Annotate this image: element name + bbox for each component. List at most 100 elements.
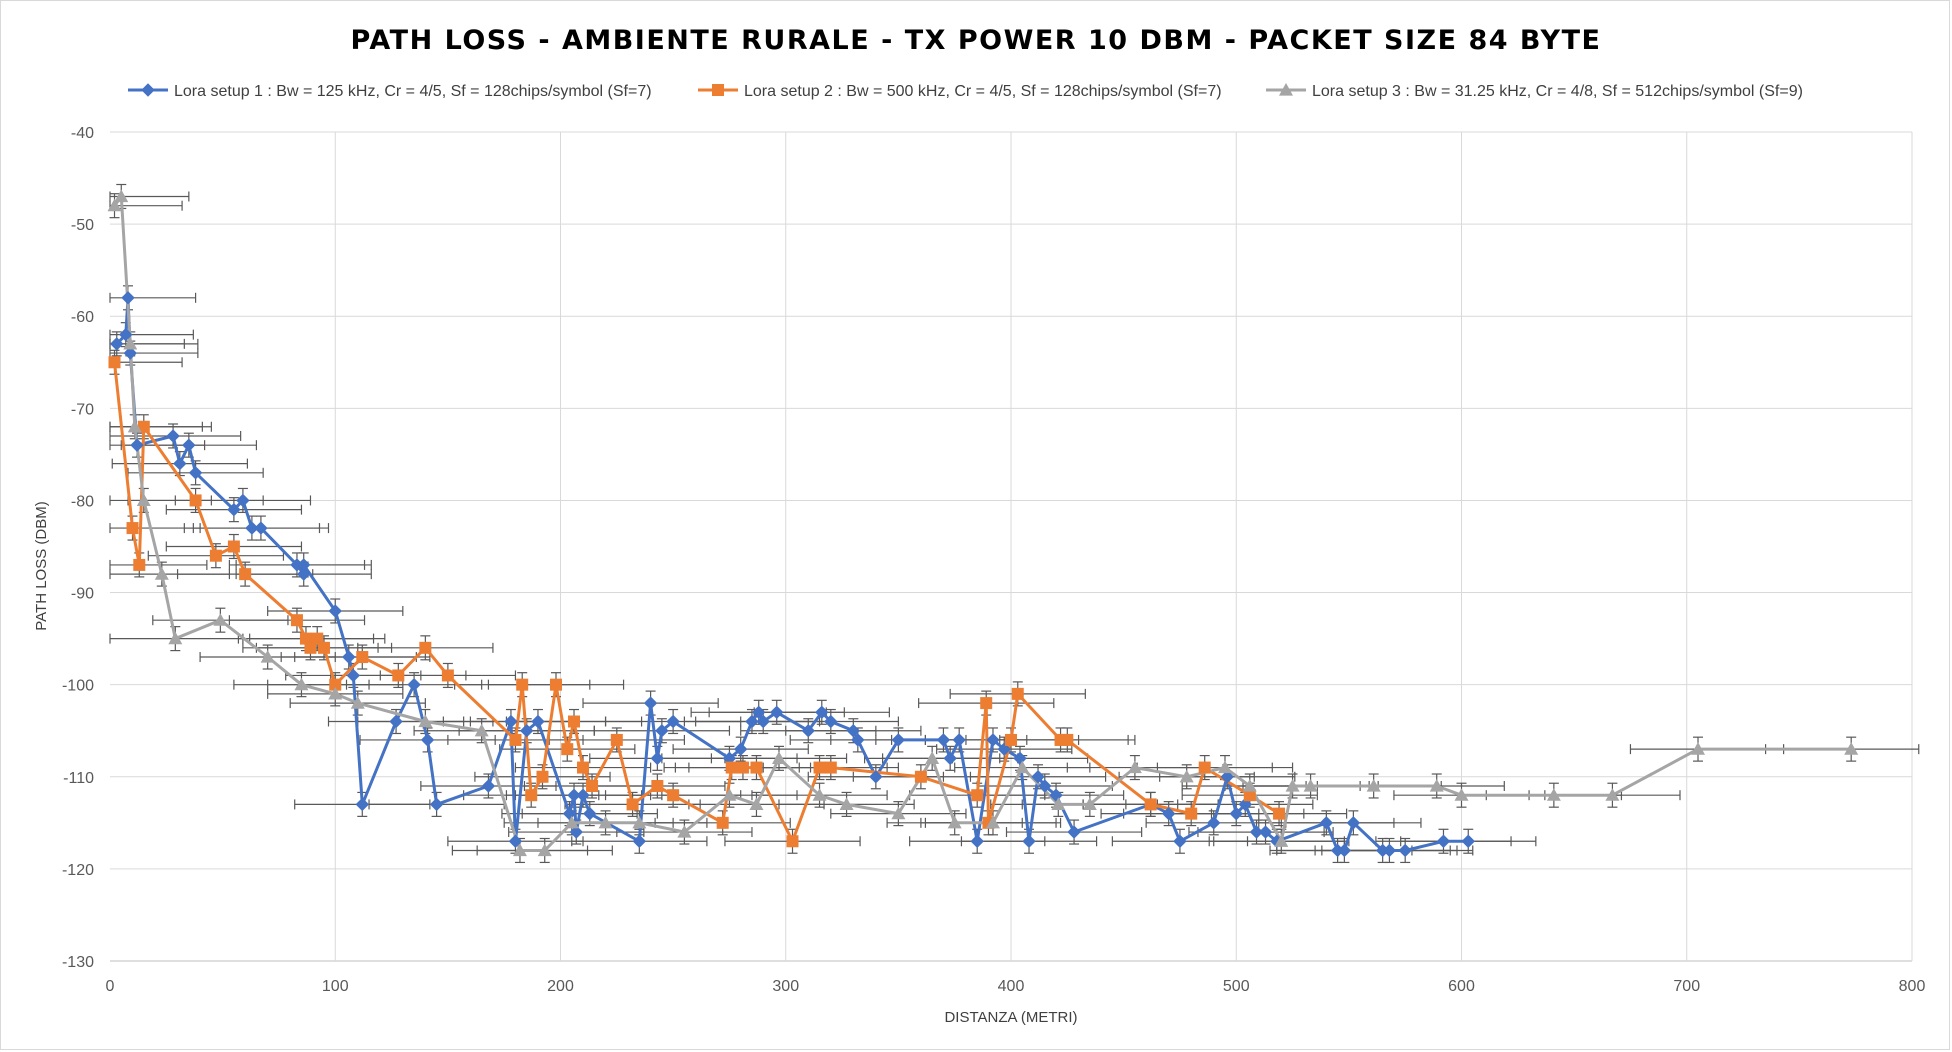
data-point xyxy=(504,714,518,729)
data-point xyxy=(846,724,861,738)
data-point xyxy=(154,567,169,580)
x-tick-label: 400 xyxy=(998,978,1025,995)
data-point xyxy=(356,651,369,664)
data-point xyxy=(801,724,815,738)
data-point xyxy=(1207,816,1221,830)
data-point xyxy=(1461,834,1475,848)
series-lines xyxy=(113,195,1852,852)
data-point xyxy=(749,797,764,811)
data-point xyxy=(812,788,827,801)
data-point xyxy=(516,678,529,691)
data-point xyxy=(549,678,562,691)
data-point xyxy=(1249,825,1264,839)
y-axis-title: PATH LOSS (DBM) xyxy=(33,501,50,630)
legend-item-2: Lora setup 2 : Bw = 500 kHz, Cr = 4/5, S… xyxy=(698,83,1222,100)
gridlines xyxy=(110,131,1913,962)
y-tick-label: -130 xyxy=(62,954,94,971)
data-point xyxy=(952,733,966,747)
data-point xyxy=(632,815,647,829)
legend-swatch-marker xyxy=(712,84,724,96)
x-tick-label: 100 xyxy=(322,978,349,995)
data-point xyxy=(429,797,444,812)
data-point xyxy=(137,420,150,433)
legend-label: Lora setup 1 : Bw = 125 kHz, Cr = 4/5, S… xyxy=(174,83,652,100)
data-point xyxy=(213,613,228,626)
data-point xyxy=(127,419,142,433)
data-point xyxy=(1337,843,1352,858)
y-axis-ticks: -40 -50 -60 -70 -80 -90 -100 -110 -120 -130 xyxy=(62,125,94,971)
data-point xyxy=(750,761,763,774)
data-point xyxy=(1285,778,1300,792)
data-point xyxy=(509,733,522,746)
data-point xyxy=(1274,834,1289,847)
data-point xyxy=(936,733,951,747)
data-point xyxy=(716,816,729,829)
data-point xyxy=(1346,816,1361,830)
data-point xyxy=(564,815,579,829)
data-point xyxy=(1220,770,1234,784)
y-tick-label: -90 xyxy=(71,586,94,603)
data-point xyxy=(1185,807,1198,820)
data-point xyxy=(752,705,766,720)
data-point xyxy=(537,843,552,857)
data-point xyxy=(245,521,259,535)
data-point xyxy=(1382,843,1397,858)
data-point xyxy=(419,641,432,654)
data-point xyxy=(525,789,538,802)
chart-title: PATH LOSS - AMBIENTE RURALE - TX POWER 1… xyxy=(351,25,1602,56)
data-point xyxy=(666,714,680,729)
data-point xyxy=(1844,742,1859,755)
data-point xyxy=(1319,816,1334,830)
data-point xyxy=(1243,789,1256,802)
x-tick-label: 600 xyxy=(1448,978,1475,995)
data-point xyxy=(133,558,146,571)
data-point xyxy=(294,677,309,691)
data-point xyxy=(1303,778,1318,792)
data-point xyxy=(481,779,496,793)
data-point xyxy=(110,337,124,351)
data-point xyxy=(508,834,523,848)
data-point xyxy=(722,788,737,801)
x-tick-label: 500 xyxy=(1223,978,1250,995)
data-point xyxy=(1605,788,1620,801)
data-point xyxy=(1398,843,1412,858)
x-tick-label: 200 xyxy=(547,978,574,995)
data-point xyxy=(745,714,759,729)
y-tick-label: -100 xyxy=(62,678,94,695)
data-point xyxy=(121,291,135,305)
legend-swatch-marker xyxy=(1279,83,1293,96)
data-point xyxy=(725,761,738,774)
data-point xyxy=(736,761,749,774)
data-point xyxy=(1454,788,1469,801)
legend-swatch-marker xyxy=(141,83,155,97)
data-point xyxy=(583,806,597,821)
data-point xyxy=(925,751,940,764)
data-point xyxy=(531,714,545,729)
data-point xyxy=(342,650,356,664)
data-point xyxy=(643,696,658,710)
data-point xyxy=(561,743,574,756)
data-point xyxy=(114,189,129,203)
data-point xyxy=(1127,760,1142,774)
data-point xyxy=(1031,770,1045,784)
data-point xyxy=(851,733,865,747)
data-point xyxy=(1238,797,1252,812)
series-markers xyxy=(107,189,1859,858)
data-point xyxy=(227,540,240,553)
data-point xyxy=(1011,687,1024,700)
data-point xyxy=(130,438,144,452)
data-point xyxy=(943,751,957,766)
data-point xyxy=(980,697,993,710)
data-point xyxy=(1005,733,1017,746)
data-point xyxy=(970,834,984,848)
data-point xyxy=(947,815,962,829)
data-point xyxy=(1038,779,1052,793)
data-point xyxy=(123,336,138,350)
data-point xyxy=(891,733,906,747)
data-point xyxy=(813,761,826,774)
data-point xyxy=(1242,778,1257,792)
data-point xyxy=(107,198,122,212)
data-point xyxy=(182,438,196,452)
data-point xyxy=(839,797,854,811)
